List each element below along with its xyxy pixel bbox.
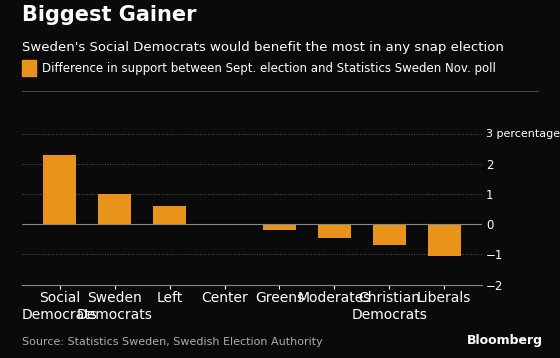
Text: Source: Statistics Sweden, Swedish Election Authority: Source: Statistics Sweden, Swedish Elect…: [22, 337, 323, 347]
Text: Biggest Gainer: Biggest Gainer: [22, 5, 197, 25]
Bar: [43, 155, 76, 224]
Bar: [153, 206, 186, 224]
Text: 3 percentage points: 3 percentage points: [486, 129, 560, 139]
Bar: [373, 224, 406, 245]
Bar: [428, 224, 461, 256]
Text: Sweden's Social Democrats would benefit the most in any snap election: Sweden's Social Democrats would benefit …: [22, 41, 504, 54]
Bar: [318, 224, 351, 238]
Bar: [263, 224, 296, 230]
Text: Bloomberg: Bloomberg: [467, 334, 543, 347]
Bar: [98, 194, 131, 224]
Text: Difference in support between Sept. election and Statistics Sweden Nov. poll: Difference in support between Sept. elec…: [42, 62, 496, 74]
